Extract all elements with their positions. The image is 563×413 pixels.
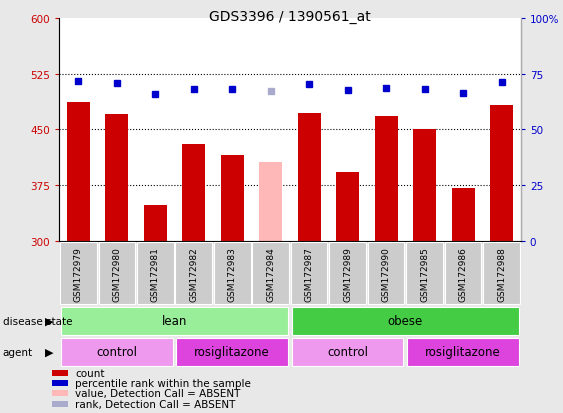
Text: lean: lean: [162, 314, 187, 327]
FancyBboxPatch shape: [483, 243, 520, 304]
Text: rosiglitazone: rosiglitazone: [194, 345, 270, 358]
FancyBboxPatch shape: [292, 338, 404, 366]
Text: percentile rank within the sample: percentile rank within the sample: [75, 378, 251, 388]
Text: obese: obese: [388, 314, 423, 327]
FancyBboxPatch shape: [99, 243, 135, 304]
Bar: [52, 370, 68, 376]
FancyBboxPatch shape: [407, 338, 519, 366]
Text: GSM172989: GSM172989: [343, 246, 352, 301]
Text: rosiglitazone: rosiglitazone: [425, 345, 501, 358]
FancyBboxPatch shape: [176, 338, 288, 366]
FancyBboxPatch shape: [291, 243, 328, 304]
Text: GSM172987: GSM172987: [305, 246, 314, 301]
Text: GSM172990: GSM172990: [382, 246, 391, 301]
Bar: [336, 173, 359, 242]
FancyBboxPatch shape: [445, 243, 481, 304]
Text: value, Detection Call = ABSENT: value, Detection Call = ABSENT: [75, 388, 241, 399]
Text: GSM172984: GSM172984: [266, 246, 275, 301]
FancyBboxPatch shape: [137, 243, 173, 304]
Text: agent: agent: [3, 347, 33, 357]
Bar: [298, 114, 321, 242]
Bar: [52, 391, 68, 396]
FancyBboxPatch shape: [292, 307, 519, 335]
Text: GSM172980: GSM172980: [113, 246, 121, 301]
Bar: [259, 163, 282, 242]
Bar: [52, 401, 68, 406]
Bar: [52, 380, 68, 386]
Text: GSM172981: GSM172981: [151, 246, 160, 301]
Text: disease state: disease state: [3, 316, 72, 326]
Text: rank, Detection Call = ABSENT: rank, Detection Call = ABSENT: [75, 399, 236, 409]
FancyBboxPatch shape: [252, 243, 289, 304]
Bar: [182, 144, 205, 242]
Text: GSM172985: GSM172985: [420, 246, 429, 301]
Bar: [67, 102, 90, 242]
Text: control: control: [327, 345, 368, 358]
Text: GSM172986: GSM172986: [459, 246, 467, 301]
Bar: [105, 114, 128, 242]
Bar: [144, 205, 167, 242]
FancyBboxPatch shape: [214, 243, 251, 304]
Text: count: count: [75, 368, 105, 378]
FancyBboxPatch shape: [61, 307, 288, 335]
Text: control: control: [96, 345, 137, 358]
FancyBboxPatch shape: [176, 243, 212, 304]
Text: GSM172983: GSM172983: [228, 246, 236, 301]
FancyBboxPatch shape: [60, 243, 97, 304]
Bar: [452, 189, 475, 242]
Text: GDS3396 / 1390561_at: GDS3396 / 1390561_at: [209, 10, 371, 24]
Text: ▶: ▶: [45, 347, 53, 357]
Bar: [374, 117, 397, 242]
FancyBboxPatch shape: [406, 243, 443, 304]
Text: ▶: ▶: [45, 316, 53, 326]
Bar: [490, 106, 513, 242]
Text: GSM172988: GSM172988: [497, 246, 506, 301]
FancyBboxPatch shape: [329, 243, 366, 304]
Text: GSM172982: GSM172982: [189, 246, 198, 301]
Bar: [221, 155, 244, 242]
Text: GSM172979: GSM172979: [74, 246, 83, 301]
FancyBboxPatch shape: [61, 338, 173, 366]
Bar: [413, 130, 436, 242]
FancyBboxPatch shape: [368, 243, 404, 304]
